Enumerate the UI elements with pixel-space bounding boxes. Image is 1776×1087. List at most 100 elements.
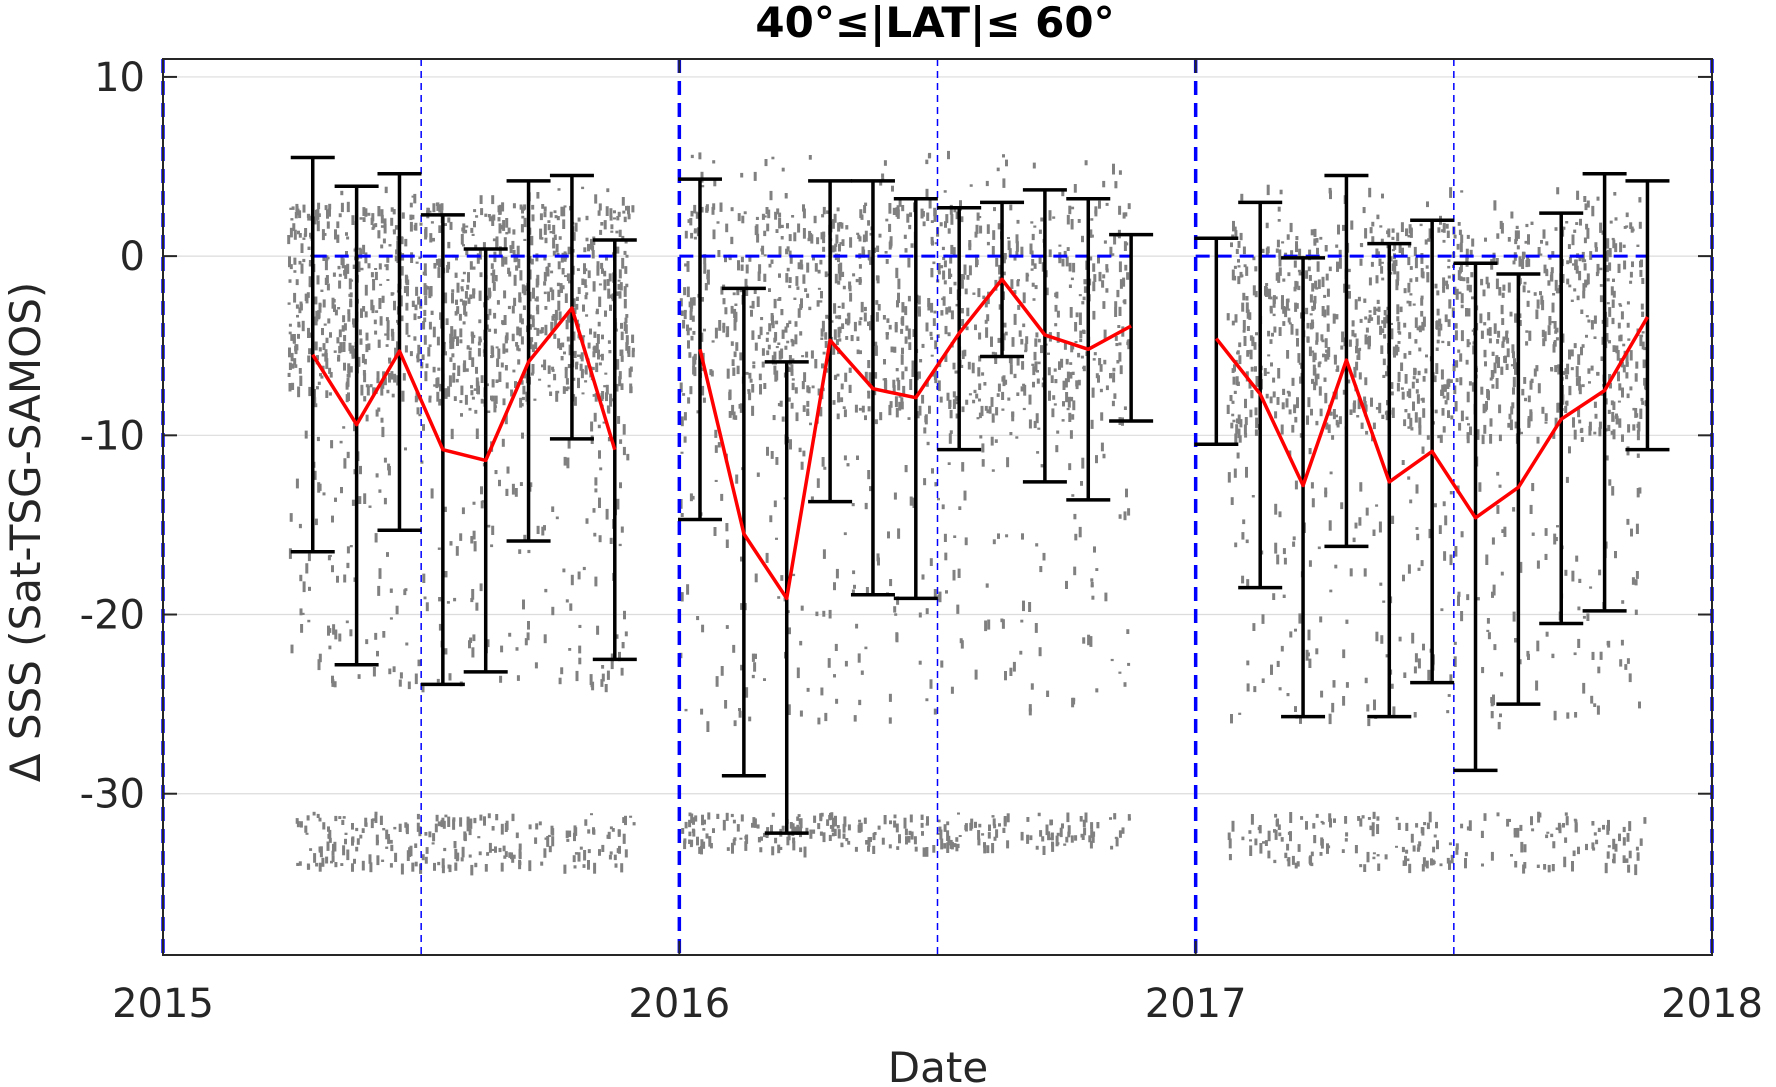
scatter-point [548, 845, 552, 853]
scatter-point [904, 465, 908, 473]
scatter-point [907, 328, 911, 340]
scatter-point [558, 236, 562, 240]
scatter-point [722, 819, 726, 831]
scatter-point [466, 820, 470, 832]
scatter-point [622, 210, 626, 214]
scatter-point [1295, 244, 1299, 249]
scatter-point [960, 308, 964, 314]
scatter-point [1382, 374, 1386, 378]
scatter-point [947, 150, 950, 160]
scatter-point [1575, 377, 1579, 386]
scatter-point [503, 855, 507, 859]
scatter-point [1403, 419, 1407, 427]
scatter-point [1375, 631, 1379, 642]
scatter-point [1543, 864, 1547, 870]
scatter-point [487, 410, 491, 413]
scatter-point [919, 359, 923, 363]
scatter-point [402, 373, 406, 381]
scatter-point [1233, 468, 1237, 478]
scatter-point [549, 211, 553, 218]
scatter-point [443, 847, 447, 852]
scatter-point [301, 320, 305, 332]
scatter-point [982, 295, 986, 300]
scatter-point [1531, 828, 1535, 832]
scatter-point [716, 221, 720, 224]
scatter-point [1054, 304, 1058, 312]
scatter-point [1565, 400, 1569, 406]
scatter-point [1323, 294, 1327, 298]
scatter-point [1047, 831, 1051, 841]
scatter-point [511, 813, 515, 822]
scatter-point [937, 271, 941, 275]
scatter-point [372, 387, 376, 395]
scatter-point [1240, 274, 1244, 278]
scatter-point [1631, 577, 1635, 585]
scatter-point [1630, 528, 1633, 537]
scatter-point [316, 436, 320, 442]
scatter-point [1441, 229, 1445, 233]
scatter-point [858, 699, 862, 706]
scatter-point [1071, 345, 1075, 350]
scatter-point [336, 337, 340, 344]
scatter-point [515, 265, 519, 271]
scatter-point [622, 424, 626, 435]
scatter-point [1591, 205, 1595, 217]
scatter-point [530, 337, 534, 343]
scatter-point [909, 379, 913, 390]
scatter-point [1572, 850, 1576, 857]
scatter-point [900, 328, 904, 334]
scatter-point [418, 358, 422, 361]
scatter-point [375, 473, 379, 478]
scatter-point [1037, 338, 1041, 343]
scatter-point [1264, 840, 1268, 846]
scatter-point [730, 236, 734, 245]
scatter-point [889, 820, 892, 825]
scatter-point [974, 821, 977, 828]
scatter-point [339, 342, 343, 353]
scatter-point [753, 662, 757, 672]
scatter-point [351, 345, 355, 357]
scatter-point [424, 832, 428, 836]
scatter-point [733, 837, 737, 841]
scatter-point [328, 837, 332, 843]
scatter-point [1509, 419, 1513, 431]
scatter-point [514, 381, 517, 388]
scatter-point [864, 502, 868, 510]
scatter-point [1638, 221, 1642, 229]
scatter-point [504, 413, 508, 425]
scatter-point [1486, 282, 1490, 289]
scatter-point [1542, 338, 1546, 347]
scatter-point [345, 383, 349, 390]
scatter-point [338, 280, 342, 289]
scatter-point [1321, 822, 1325, 825]
scatter-point [1002, 333, 1006, 341]
scatter-layer [287, 150, 1648, 876]
scatter-point [838, 326, 842, 334]
scatter-point [753, 171, 757, 181]
scatter-point [1415, 823, 1419, 828]
scatter-point [691, 315, 695, 322]
scatter-point [1577, 606, 1581, 611]
scatter-point [491, 826, 495, 831]
scatter-point [1512, 376, 1516, 388]
scatter-point [1411, 632, 1415, 644]
scatter-point [565, 378, 569, 385]
scatter-point [499, 675, 503, 683]
scatter-point [1348, 294, 1351, 299]
scatter-point [307, 246, 311, 250]
scatter-point [530, 372, 534, 376]
scatter-point [1447, 694, 1451, 697]
scatter-point [599, 229, 603, 235]
scatter-point [985, 327, 989, 338]
scatter-point [847, 824, 851, 831]
scatter-point [351, 837, 354, 846]
scatter-point [1412, 376, 1416, 380]
scatter-point [358, 329, 362, 336]
scatter-point [701, 814, 704, 826]
scatter-point [759, 847, 763, 853]
scatter-point [418, 256, 422, 260]
scatter-point [1040, 345, 1043, 354]
scatter-point [290, 334, 294, 341]
scatter-point [1007, 240, 1011, 251]
scatter-point [1031, 363, 1035, 366]
